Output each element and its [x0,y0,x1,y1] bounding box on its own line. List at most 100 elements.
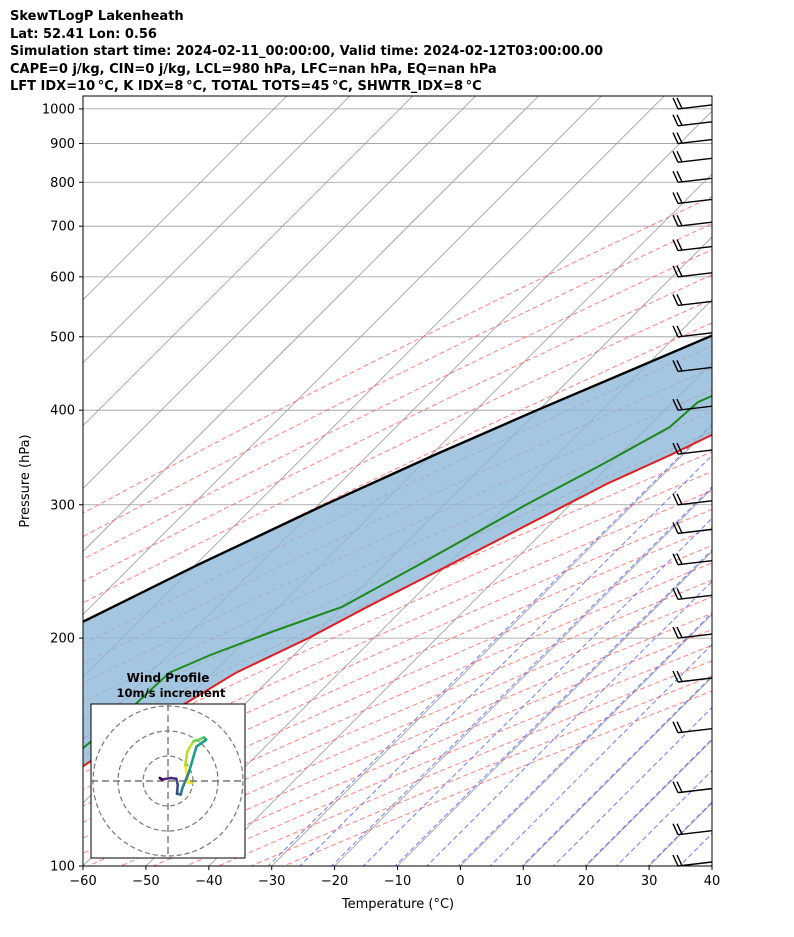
parcel-info-line: CAPE=0 j/kg, CIN=0 j/kg, LCL=980 hPa, LF… [10,61,497,77]
hodograph-segment [160,776,173,781]
wind-barbs [672,97,713,867]
isotherm-line [83,96,288,301]
wind-barb [672,151,713,164]
wind-barb [672,325,713,338]
chart-axes: −60 −50 −40 −30 −20 −10 0 10 20 30 40 1000 900 800 700… [42,102,720,889]
x-tick-label: −10 [384,874,411,889]
y-tick-label: 400 [50,404,75,419]
isotherm-line [83,96,413,427]
x-tick-label: −60 [69,874,96,889]
y-tick-label: 500 [50,330,75,345]
y-tick-label: 600 [50,270,75,285]
isotherm-line [397,550,712,866]
hodograph-segment [158,776,164,781]
wind-barb [672,493,713,506]
dry-adiabat-line [83,544,712,823]
wind-barb [672,626,713,639]
wind-barb [672,170,713,183]
hodograph-segment [180,770,191,790]
moist-adiabat-line [647,801,712,866]
isotherm-line [334,488,712,866]
isotherm-line [83,96,539,553]
isotherm-line [523,676,712,866]
x-axis-label: Temperature (°C) [341,897,454,912]
hodograph-segment [186,739,195,753]
x-tick-label: 30 [641,874,658,889]
y-tick-label: 100 [50,860,75,875]
x-tick-label: −20 [321,874,348,889]
hodograph-segment [175,783,180,796]
dry-adiabat-line [83,223,712,538]
wind-barb [672,294,713,307]
dry-adiabat-line [83,274,712,582]
wind-barb [672,114,713,127]
temperature-profile-line [83,433,712,768]
hodograph-subtitle: 10m/s increment [117,686,226,700]
wind-barb [672,781,713,794]
moist-adiabat-line [679,832,712,866]
hodograph-segment [195,738,208,748]
wind-barb [672,398,713,411]
isotherm-line [648,802,712,866]
plot-profiles [83,334,712,768]
isotherm-line [711,865,712,866]
cin-shaded-area [83,335,712,767]
y-axis-label: Pressure (hPa) [18,434,33,527]
isotherm-line [83,96,476,490]
y-tick-label: 800 [50,176,75,191]
moist-adiabat-line [331,486,712,866]
dry-adiabat-line [83,249,712,560]
wind-barb [672,132,713,145]
location-line: Lat: 52.41 Lon: 0.56 [10,26,157,42]
moist-adiabat-line [299,454,712,866]
moist-adiabat-line [710,864,712,866]
wind-barb [672,522,713,535]
isotherm-line [83,96,351,364]
wind-barb [672,360,713,373]
x-tick-label: −50 [132,874,159,889]
x-tick-label: 40 [704,874,721,889]
wind-barb [672,442,713,455]
wind-barb [672,588,713,601]
y-tick-label: 900 [50,137,75,152]
hodograph-title: Wind Profile [127,671,210,685]
isotherm-line [460,613,712,866]
wind-barb [672,553,713,566]
hodograph-segment [183,763,190,784]
time-line: Simulation start time: 2024-02-11_00:00:… [10,44,603,59]
isotherm-line [83,96,665,678]
isotherm-line [83,96,602,615]
wind-barb [672,239,713,252]
wind-barb [672,823,713,836]
y-tick-label: 300 [50,498,75,513]
dewpoint-profile-line [83,394,712,750]
x-tick-label: −30 [258,874,285,889]
chart-title: SkewTLogP Lakenheath [10,9,184,24]
wind-barb [672,265,713,278]
moist-adiabat-line [394,549,712,866]
wind-barb [672,192,713,205]
chart-header: SkewTLogP Lakenheath Lat: 52.41 Lon: 0.5… [10,8,603,96]
hodograph-segment [183,749,189,767]
y-tick-label: 700 [50,220,75,235]
wind-barb [672,670,713,683]
wind-barb [672,721,713,734]
x-tick-label: 20 [578,874,595,889]
parcel-profile-line [83,334,712,624]
dry-adiabat-line [83,196,712,514]
indices-line: LFT IDX=10 °C, K IDX=8 °C, TOTAL TOTS=45… [10,79,482,94]
hodograph-segment [187,745,198,774]
x-tick-label: 10 [515,874,532,889]
wind-barb [672,854,713,867]
y-tick-label: 1000 [42,102,75,117]
x-tick-label: 0 [456,874,464,889]
dry-adiabat-line [83,508,712,791]
dry-adiabat-line [83,470,712,757]
isotherm-line [271,425,712,866]
y-tick-label: 200 [50,632,75,647]
wind-barb [672,214,713,227]
moist-adiabat-line [267,423,712,866]
wind-barb [672,97,713,110]
